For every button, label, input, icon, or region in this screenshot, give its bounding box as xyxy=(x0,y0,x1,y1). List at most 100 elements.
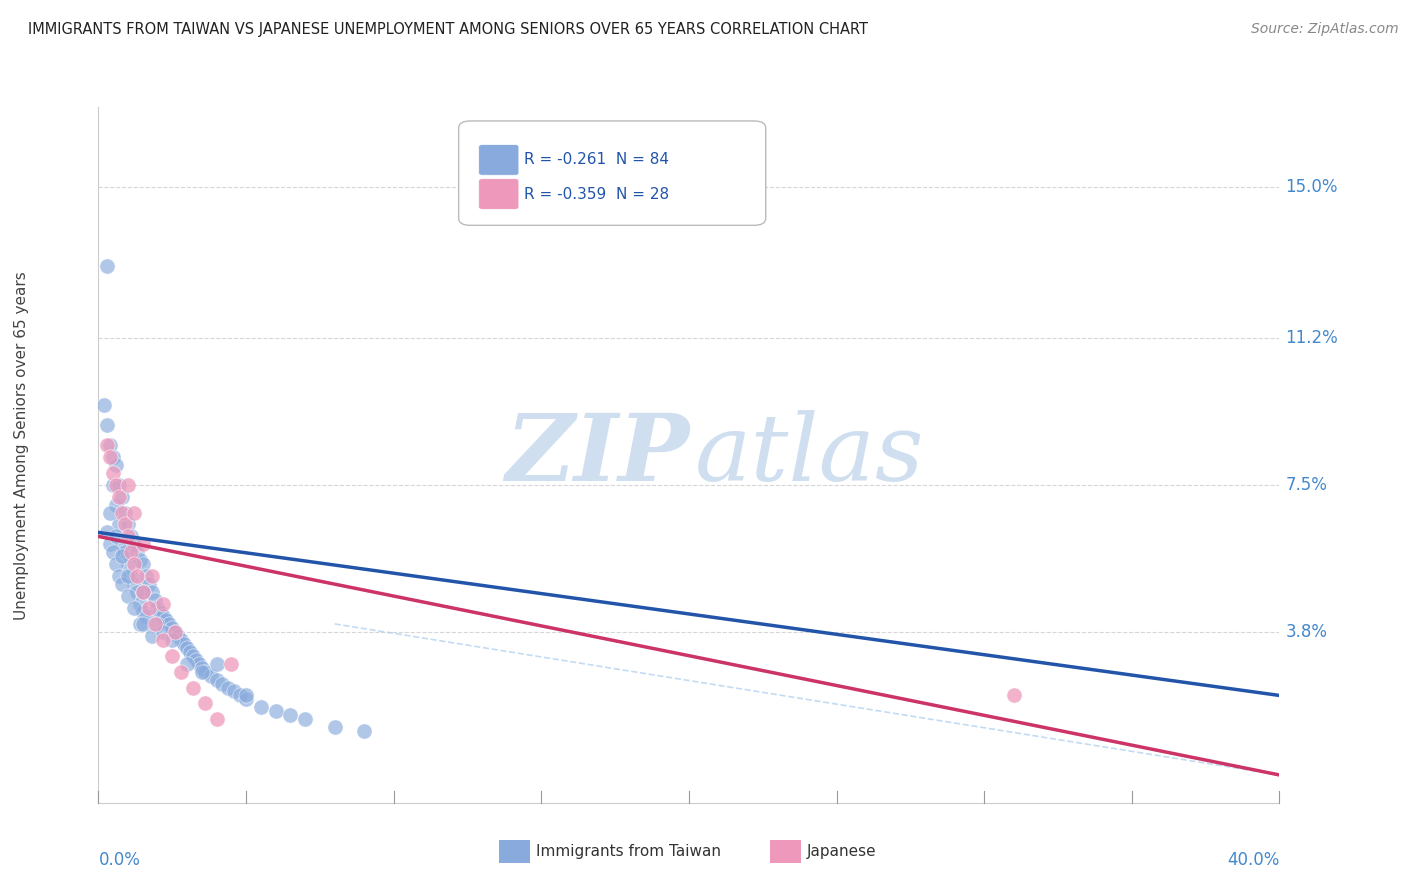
Point xyxy=(114,517,136,532)
Point xyxy=(111,537,134,551)
Point xyxy=(152,609,174,624)
Point xyxy=(162,621,183,635)
Point xyxy=(138,577,160,591)
Point xyxy=(353,724,375,739)
Point xyxy=(128,553,150,567)
Point xyxy=(191,665,214,679)
Point xyxy=(93,398,115,412)
Point xyxy=(125,545,148,559)
Point xyxy=(229,689,252,703)
Point xyxy=(96,525,118,540)
Point xyxy=(194,665,217,679)
Point xyxy=(117,517,139,532)
Point xyxy=(250,700,273,714)
Point xyxy=(176,657,198,671)
Point xyxy=(138,601,160,615)
Point xyxy=(125,569,148,583)
Text: R = -0.261  N = 84: R = -0.261 N = 84 xyxy=(523,153,669,168)
Point xyxy=(162,648,183,663)
Point xyxy=(132,616,155,631)
Point xyxy=(149,605,172,619)
Point xyxy=(128,597,150,611)
Point xyxy=(122,601,145,615)
Point xyxy=(114,545,136,559)
Point xyxy=(117,558,139,572)
Point xyxy=(103,450,125,464)
Point xyxy=(96,418,118,433)
Point xyxy=(132,585,155,599)
Point xyxy=(98,450,121,464)
Point xyxy=(191,660,214,674)
Point xyxy=(120,529,142,543)
Point xyxy=(120,569,142,583)
Point xyxy=(103,466,125,480)
Point xyxy=(205,673,228,687)
Point xyxy=(294,712,316,726)
Text: Unemployment Among Seniors over 65 years: Unemployment Among Seniors over 65 years xyxy=(14,272,28,620)
Point xyxy=(128,616,150,631)
Point xyxy=(200,668,222,682)
Point xyxy=(108,517,131,532)
Point xyxy=(111,549,134,564)
Text: atlas: atlas xyxy=(695,410,924,500)
Text: Japanese: Japanese xyxy=(807,845,877,859)
Point xyxy=(170,665,193,679)
Point xyxy=(135,609,157,624)
Point xyxy=(146,601,169,615)
Point xyxy=(157,616,180,631)
Point xyxy=(96,438,118,452)
Point xyxy=(98,506,121,520)
Text: 15.0%: 15.0% xyxy=(1285,178,1339,195)
Point xyxy=(155,613,177,627)
Point xyxy=(117,477,139,491)
Point xyxy=(165,624,187,639)
Point xyxy=(111,490,134,504)
Point xyxy=(162,632,183,647)
Point xyxy=(103,545,125,559)
Point xyxy=(167,629,190,643)
Point xyxy=(122,577,145,591)
Point xyxy=(114,506,136,520)
Text: ZIP: ZIP xyxy=(505,410,689,500)
Point xyxy=(181,681,204,695)
Point xyxy=(105,498,128,512)
Point xyxy=(141,585,163,599)
Point xyxy=(219,657,242,671)
Point xyxy=(105,458,128,472)
Point xyxy=(152,624,174,639)
Point xyxy=(108,490,131,504)
Point xyxy=(132,585,155,599)
Point xyxy=(105,558,128,572)
Text: 3.8%: 3.8% xyxy=(1285,623,1327,640)
Point xyxy=(143,593,166,607)
Point xyxy=(146,616,169,631)
Point xyxy=(120,545,142,559)
Point xyxy=(117,589,139,603)
Point xyxy=(122,506,145,520)
Point xyxy=(103,477,125,491)
Text: Source: ZipAtlas.com: Source: ZipAtlas.com xyxy=(1251,22,1399,37)
Text: 40.0%: 40.0% xyxy=(1227,850,1279,869)
Point xyxy=(117,529,139,543)
Point xyxy=(117,569,139,583)
Point xyxy=(111,577,134,591)
Point xyxy=(98,438,121,452)
Point xyxy=(143,616,166,631)
Point xyxy=(132,605,155,619)
Point xyxy=(165,624,187,639)
Point xyxy=(187,657,209,671)
Point xyxy=(323,720,346,734)
Point xyxy=(152,632,174,647)
Point xyxy=(105,529,128,543)
Point xyxy=(184,653,207,667)
FancyBboxPatch shape xyxy=(478,178,519,210)
Point xyxy=(170,632,193,647)
Text: IMMIGRANTS FROM TAIWAN VS JAPANESE UNEMPLOYMENT AMONG SENIORS OVER 65 YEARS CORR: IMMIGRANTS FROM TAIWAN VS JAPANESE UNEMP… xyxy=(28,22,868,37)
Point xyxy=(176,640,198,655)
Point xyxy=(264,704,287,718)
Point xyxy=(105,477,128,491)
Text: 7.5%: 7.5% xyxy=(1285,475,1327,494)
Point xyxy=(108,569,131,583)
Point xyxy=(194,697,217,711)
Point xyxy=(278,708,302,723)
